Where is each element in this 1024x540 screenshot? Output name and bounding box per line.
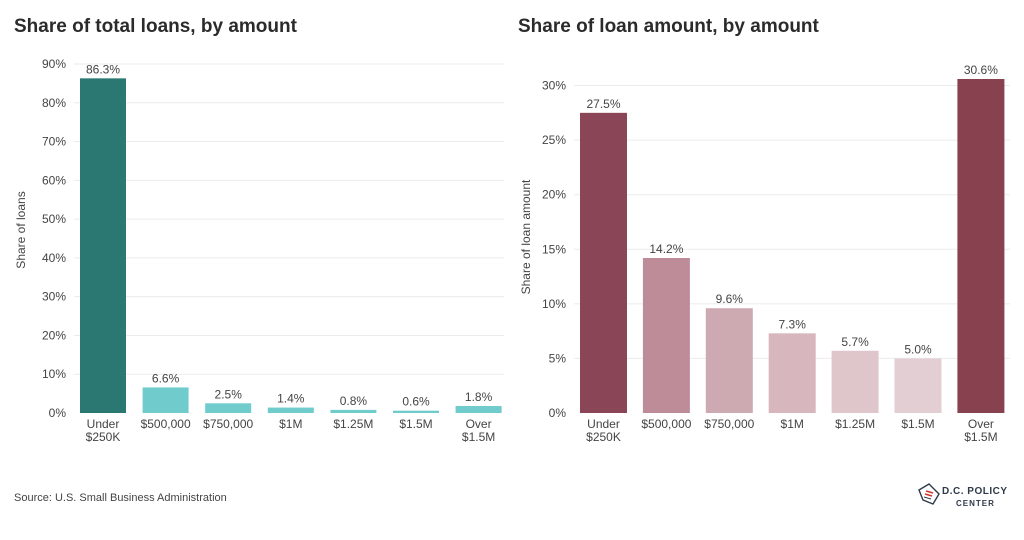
right-category-label: $1.25M (835, 417, 875, 431)
right-bar-value-label: 7.3% (779, 317, 807, 331)
right-ytick-label: 25% (542, 133, 566, 147)
left-bar-value-label: 86.3% (86, 62, 120, 76)
right-bar-value-label: 30.6% (964, 63, 998, 77)
left-ytick-label: 70% (42, 135, 66, 149)
right-bar-value-label: 5.0% (904, 342, 932, 356)
dc-policy-center-logo: D.C. POLICY CENTER (915, 480, 1015, 520)
logo-line-1: D.C. POLICY (942, 486, 1008, 497)
right-category-label: $750,000 (704, 417, 754, 431)
right-category-label: $1.5M (964, 430, 997, 444)
right-bar (768, 333, 816, 413)
right-bar (580, 112, 627, 413)
left-bar (267, 407, 314, 413)
left-bar (205, 403, 252, 413)
left-ytick-label: 50% (42, 212, 66, 226)
left-bar-value-label: 1.8% (465, 390, 493, 404)
left-ytick-label: 0% (49, 406, 67, 420)
right-ytick-label: 20% (542, 188, 566, 202)
source-note: Source: U.S. Small Business Administrati… (14, 492, 227, 504)
right-ytick-label: 15% (542, 242, 566, 256)
left-chart-title: Share of total loans, by amount (14, 16, 297, 37)
right-chart-title: Share of loan amount, by amount (518, 16, 819, 37)
right-bar-value-label: 14.2% (649, 242, 683, 256)
right-category-label: Over (968, 417, 994, 431)
left-ytick-label: 90% (42, 57, 66, 71)
right-ytick-label: 30% (542, 79, 566, 93)
left-category-label: $250K (86, 430, 121, 444)
right-category-label: $1M (781, 417, 804, 431)
left-ytick-label: 60% (42, 173, 66, 187)
right-bar (957, 79, 1005, 413)
left-bar (80, 78, 126, 413)
left-bar-value-label: 0.6% (402, 395, 430, 409)
right-bar (705, 308, 753, 413)
left-category-label: $1.5M (462, 430, 495, 444)
left-bar-value-label: 0.8% (340, 394, 368, 408)
right-y-axis-label: Share of loan amount (519, 179, 533, 294)
right-ytick-label: 0% (549, 406, 567, 420)
right-bar-value-label: 27.5% (586, 97, 620, 111)
right-bar (894, 358, 942, 413)
left-bar (330, 409, 377, 413)
left-category-label: $1M (279, 417, 302, 431)
left-bar-value-label: 1.4% (277, 392, 305, 406)
left-ytick-label: 30% (42, 290, 66, 304)
left-y-axis-label: Share of loans (14, 191, 28, 268)
right-bar (831, 350, 879, 413)
right-category-label: Under (587, 417, 620, 431)
right-category-label: $500,000 (641, 417, 691, 431)
left-category-label: Over (466, 417, 492, 431)
left-ytick-label: 80% (42, 96, 66, 110)
left-bar-value-label: 6.6% (152, 371, 180, 385)
left-bar-value-label: 2.5% (215, 387, 243, 401)
right-ytick-label: 10% (542, 297, 566, 311)
left-bar (142, 387, 189, 413)
right-bar-value-label: 5.7% (841, 335, 869, 349)
left-ytick-label: 40% (42, 251, 66, 265)
left-category-label: $500,000 (141, 417, 191, 431)
left-ytick-label: 10% (42, 367, 66, 381)
right-bar (642, 258, 690, 413)
left-ytick-label: 20% (42, 328, 66, 342)
right-ytick-label: 5% (549, 351, 567, 365)
left-bar (393, 410, 439, 413)
right-category-label: $1.5M (901, 417, 934, 431)
left-bar (455, 406, 502, 413)
logo-line-2: CENTER (956, 499, 995, 508)
left-category-label: $1.5M (399, 417, 432, 431)
dc-map-icon (918, 483, 940, 505)
left-category-label: $750,000 (203, 417, 253, 431)
left-category-label: Under (87, 417, 120, 431)
left-category-label: $1.25M (333, 417, 373, 431)
right-category-label: $250K (586, 430, 621, 444)
right-bar-value-label: 9.6% (716, 292, 744, 306)
